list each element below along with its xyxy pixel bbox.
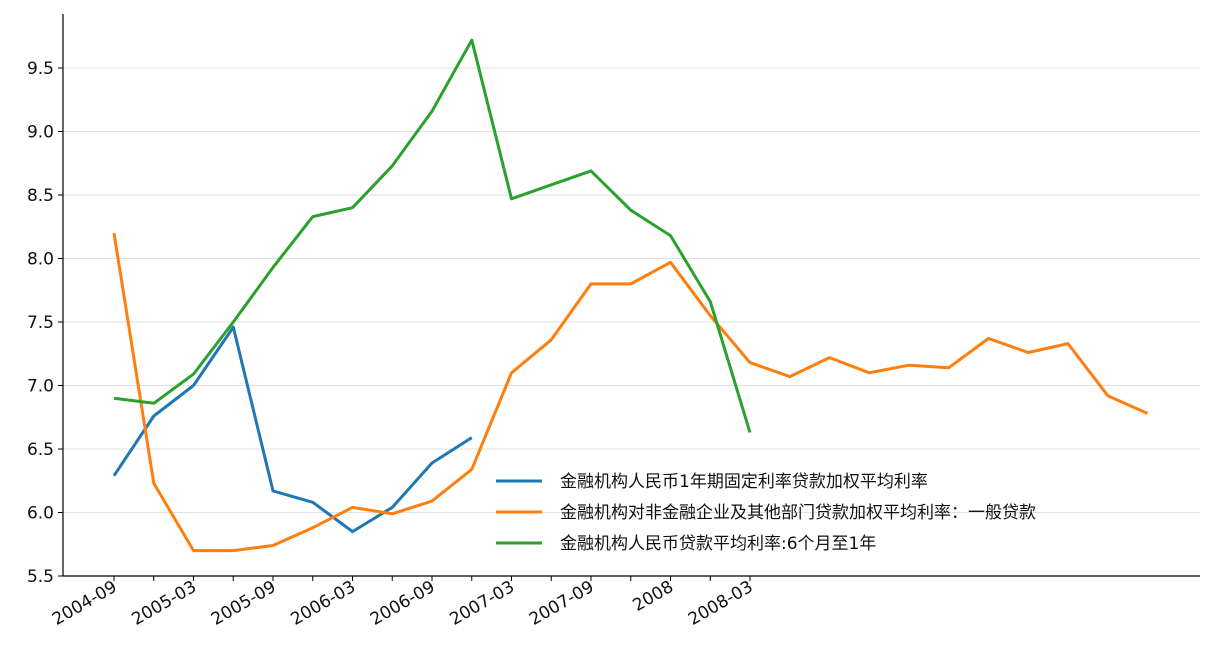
y-tick-label: 6.0 (27, 504, 54, 524)
y-tick-label: 9.5 (27, 59, 54, 79)
x-tick-label: 2008-03 (685, 577, 757, 630)
legend-label-1: 金融机构人民币1年期固定利率贷款加权平均利率 (560, 472, 928, 492)
series-line-2 (112, 232, 1149, 553)
y-tick-label: 5.5 (27, 567, 54, 587)
x-axis-ticks: 2004-09 2005-03 2005-09 2006-03 2006-09 2007-… (49, 576, 757, 630)
legend-label-3: 金融机构人民币贷款平均利率:6个月至1年 (560, 534, 876, 554)
series-line-1 (112, 325, 473, 534)
gridlines (63, 67, 1200, 577)
legend: 金融机构人民币1年期固定利率贷款加权平均利率金融机构对非金融企业及其他部门贷款加… (496, 472, 1036, 554)
series-line-3 (113, 38, 752, 433)
legend-label-2: 金融机构对非金融企业及其他部门贷款加权平均利率：一般贷款 (560, 503, 1036, 523)
y-axis-ticks: 5.5 6.0 6.5 7.0 7.5 8.0 8.5 9.0 9.5 (27, 59, 63, 587)
series-lines (112, 38, 1149, 553)
x-tick-label: 2004-09 (49, 577, 121, 630)
x-tick-label: 2008 (630, 577, 677, 616)
x-tick-label: 2007-03 (446, 577, 518, 630)
y-tick-label: 7.5 (27, 313, 54, 333)
y-tick-label: 8.5 (27, 186, 54, 206)
y-tick-label: 8.0 (27, 250, 54, 270)
x-tick-label: 2006-09 (367, 577, 439, 630)
x-tick-label: 2007-09 (526, 577, 598, 630)
axes (62, 14, 1200, 577)
x-tick-label: 2006-03 (287, 577, 359, 630)
y-tick-label: 7.0 (27, 377, 54, 397)
y-tick-label: 9.0 (27, 123, 54, 143)
y-tick-label: 6.5 (27, 440, 54, 460)
x-tick-label: 2005-03 (128, 577, 200, 630)
x-tick-label: 2005-09 (208, 577, 280, 630)
